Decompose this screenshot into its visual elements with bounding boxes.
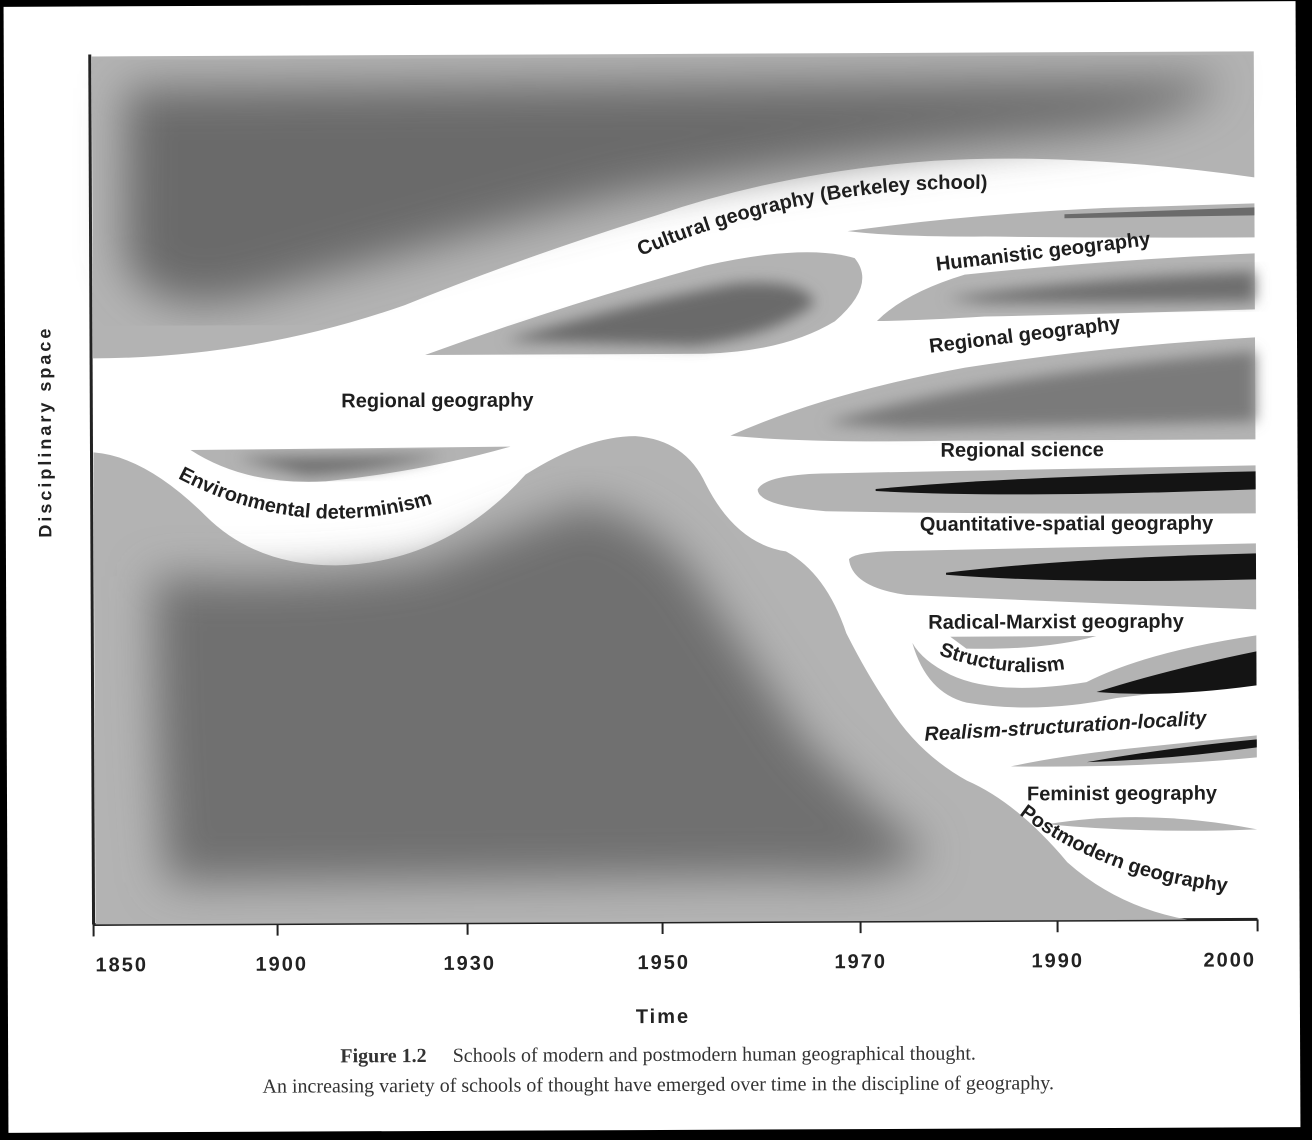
- band-realism-structuration: [1010, 735, 1257, 767]
- band-structuralism: [912, 635, 1257, 708]
- label-feminist-geography: Feminist geography: [1027, 783, 1218, 806]
- x-tick-1990: 1990: [1031, 950, 1085, 973]
- x-tick-1970: 1970: [834, 950, 888, 974]
- band-environmental-determinism: [190, 446, 511, 482]
- x-tick-1900: 1900: [255, 953, 309, 976]
- figure-page: Cultural geography (Berkeley school) Hum…: [3, 1, 1301, 1133]
- x-tick-1930: 1930: [443, 952, 497, 975]
- label-quantitative-spatial-geography: Quantitative-spatial geography: [920, 513, 1214, 536]
- label-regional-geography-early: Regional geography: [341, 390, 534, 413]
- y-axis-title: Disciplinary space: [34, 325, 56, 538]
- y-axis-line: [88, 54, 96, 925]
- figure-caption: Figure 1.2 Schools of modern and postmode…: [8, 1037, 1308, 1103]
- band-regional-geography-late: [876, 253, 1255, 322]
- caption-title: Schools of modern and postmodern human g…: [452, 1042, 976, 1067]
- band-cultural-geography: [91, 51, 1255, 359]
- diagram-canvas: Cultural geography (Berkeley school) Hum…: [88, 51, 1259, 937]
- label-regional-science: Regional science: [940, 439, 1104, 462]
- caption-text: An increasing variety of schools of thou…: [262, 1072, 1055, 1098]
- band-humanistic-geography: [847, 203, 1255, 238]
- caption-figure-number: Figure 1.2: [340, 1044, 427, 1068]
- band-radical-marxist-geography: [848, 543, 1257, 610]
- label-radical-marxist-geography: Radical-Marxist geography: [928, 611, 1185, 634]
- band-quantitative-spatial-geography: [757, 465, 1256, 514]
- band-regional-science: [730, 337, 1256, 442]
- x-tick-1950: 1950: [637, 951, 691, 975]
- band-mainstream-geography: [93, 436, 1188, 925]
- x-axis-ticks: [92, 919, 1259, 937]
- x-tick-2000: 2000: [1203, 949, 1257, 972]
- band-regional-geography-early: [425, 252, 863, 355]
- band-feminist-geography: [1047, 817, 1258, 831]
- x-axis-title: Time: [635, 1005, 691, 1029]
- label-realism-structuration-locality: Realism-structuration-locality: [924, 708, 1208, 746]
- x-tick-1850: 1850: [95, 954, 149, 977]
